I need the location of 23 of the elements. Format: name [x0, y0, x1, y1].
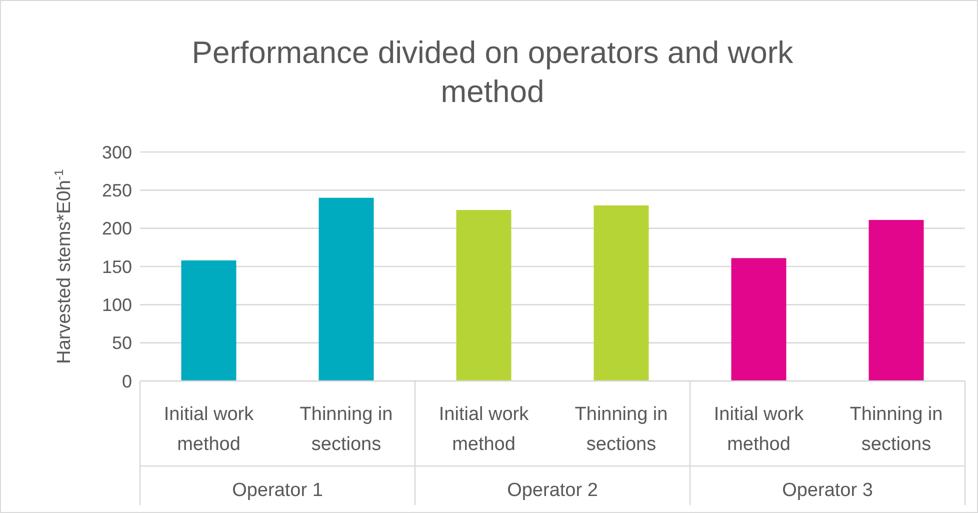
bar — [868, 220, 924, 381]
y-tick-label: 50 — [112, 333, 132, 354]
x-tick-label: Thinning in sections — [574, 404, 668, 455]
x-tick-label: Thinning in sections — [850, 404, 943, 455]
text: Operator 3 — [782, 480, 873, 501]
y-tick-label: 300 — [102, 142, 132, 162]
y-tick-label: 150 — [102, 256, 132, 277]
text: Operator 1 — [232, 480, 323, 501]
y-tick-label: 250 — [102, 180, 132, 200]
y-tick-label: 100 — [102, 294, 132, 315]
chart-title: Performance divided on operators and work method — [192, 35, 794, 109]
y-tick-label: 200 — [102, 218, 132, 239]
bar — [318, 198, 374, 381]
bar — [456, 210, 512, 381]
x-tick-label: Thinning in sections — [300, 404, 393, 455]
y-tick-label: 0 — [122, 371, 132, 392]
x-tick-label: Initial work method — [438, 404, 530, 455]
bar — [594, 205, 649, 381]
bar — [181, 260, 236, 381]
text: Operator 2 — [507, 480, 598, 501]
x-tick-label: Initial work method — [714, 404, 804, 455]
bar — [731, 258, 786, 381]
x-tick-label: Initial work method — [164, 404, 254, 455]
